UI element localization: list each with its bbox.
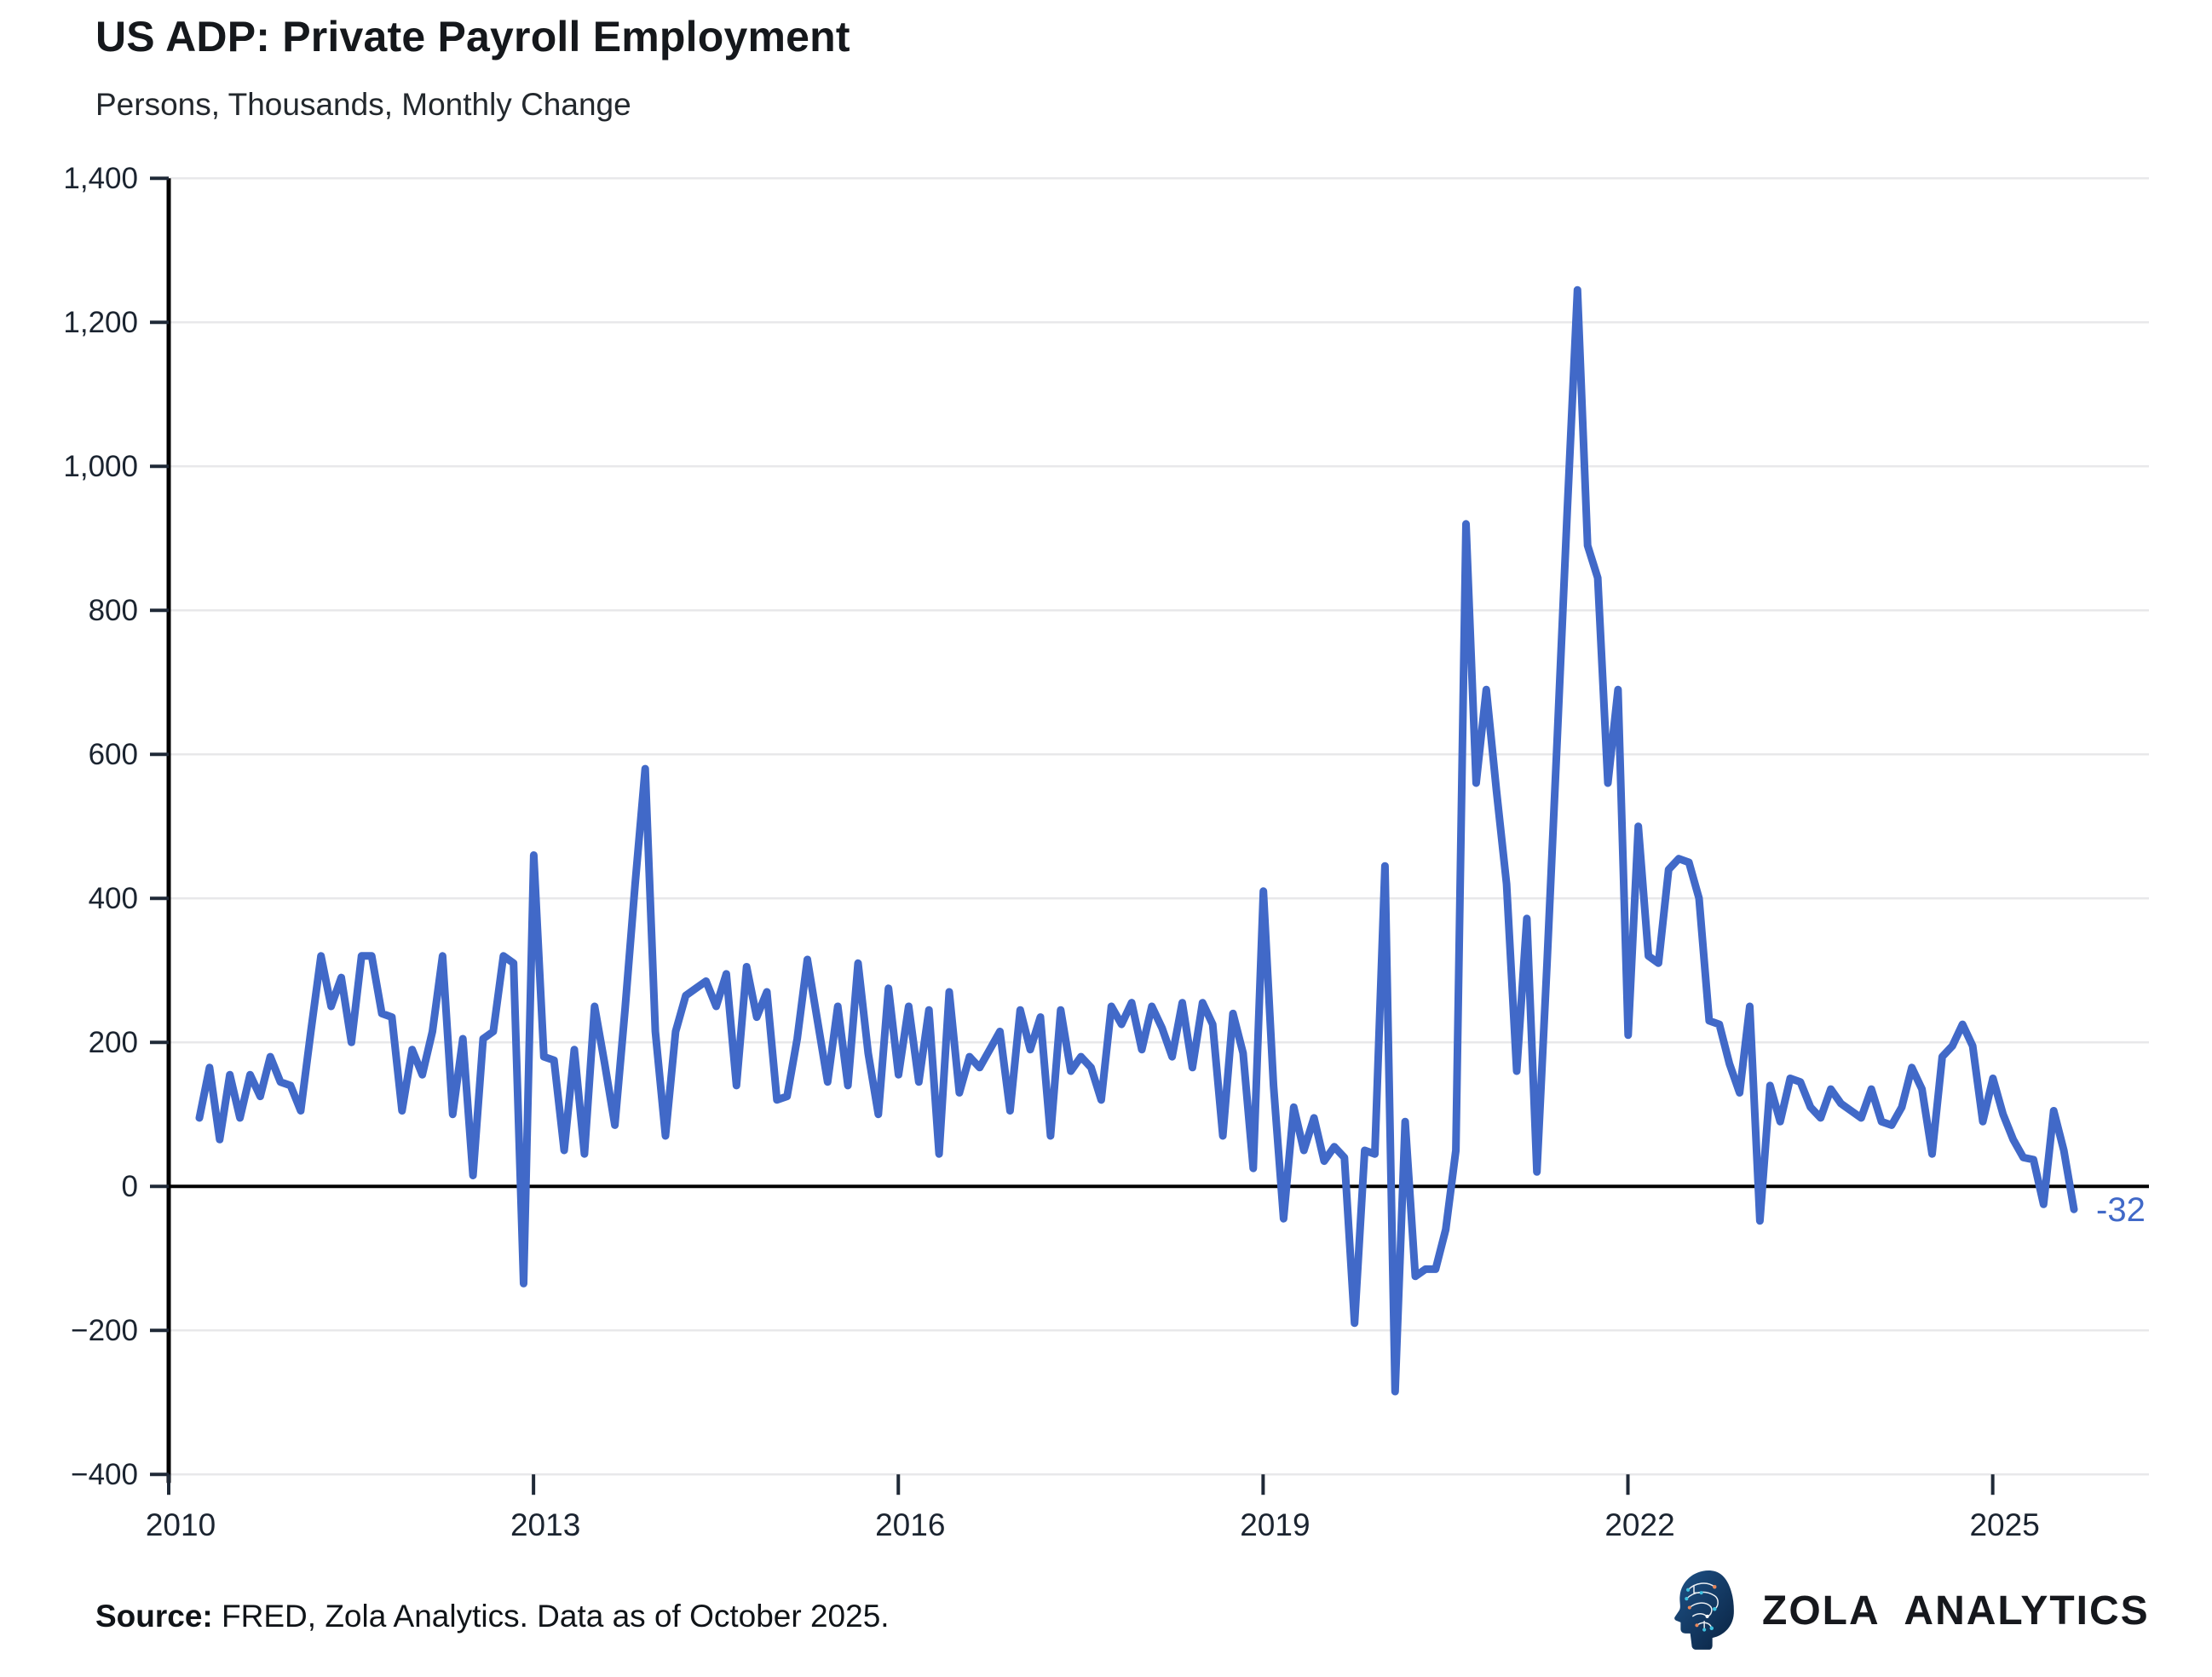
x-tick-label-2010: 2010 xyxy=(146,1507,216,1542)
y-tick-label-800: 800 xyxy=(89,594,138,627)
y-tick-label-0: 0 xyxy=(122,1170,138,1203)
chart-title: US ADP: Private Payroll Employment xyxy=(95,13,850,61)
payroll-series-line xyxy=(195,285,2078,1396)
y-tick-label-1400: 1,400 xyxy=(63,162,138,195)
y-tick-label-200: 200 xyxy=(89,1026,138,1059)
y-tick-label-1000: 1,000 xyxy=(63,450,138,483)
y-tick-label-1200: 1,200 xyxy=(63,306,138,339)
y-tick-label-400: 400 xyxy=(89,882,138,915)
end-value-label: -32 xyxy=(2096,1191,2146,1229)
x-tick-label-2013: 2013 xyxy=(510,1507,580,1542)
y-tick-label--400: −400 xyxy=(71,1458,138,1491)
x-tick-label-2022: 2022 xyxy=(1604,1507,1674,1542)
x-tick-label-2016: 2016 xyxy=(875,1507,945,1542)
source-text: FRED, Zola Analytics. Data as of October… xyxy=(212,1599,890,1634)
head-silhouette xyxy=(1674,1570,1734,1650)
source-label: Source: xyxy=(95,1599,213,1634)
source-note: Source: FRED, Zola Analytics. Data as of… xyxy=(95,1599,890,1634)
y-tick-label--200: −200 xyxy=(71,1314,138,1347)
chart-subtitle: Persons, Thousands, Monthly Change xyxy=(95,87,631,122)
x-tick-label-2025: 2025 xyxy=(1969,1507,2039,1542)
zola-logo-text: ZOLA ANALYTICS xyxy=(1762,1588,2150,1634)
zola-head-icon xyxy=(1674,1570,1734,1650)
head-circuit-nodes xyxy=(1685,1585,1717,1632)
y-tick-label-600: 600 xyxy=(89,738,138,771)
x-tick-label-2019: 2019 xyxy=(1240,1507,1310,1542)
zola-logo: ZOLA ANALYTICS xyxy=(1672,1568,2150,1653)
